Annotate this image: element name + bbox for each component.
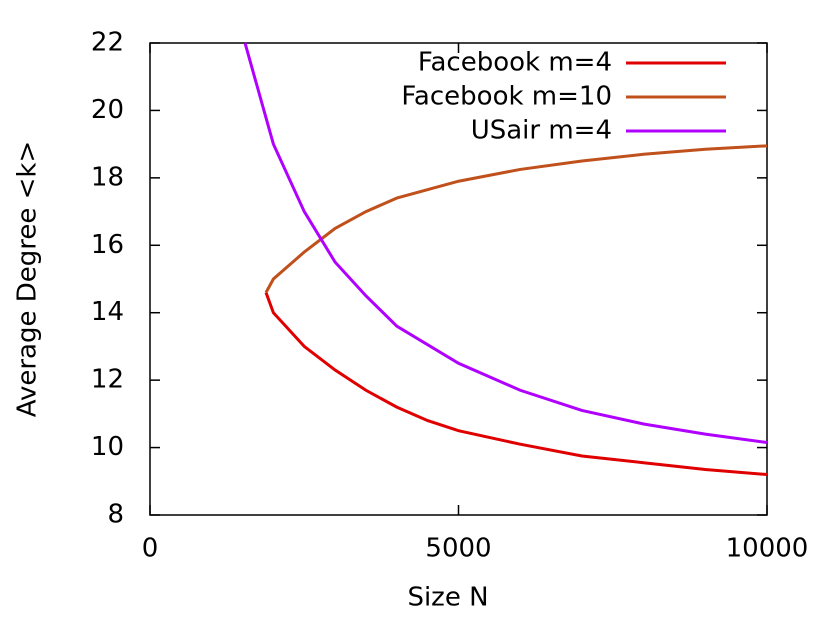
plot-frame <box>149 42 768 516</box>
series-line <box>264 291 768 477</box>
y-tick-label: 20 <box>91 95 124 125</box>
y-tick-label: 8 <box>107 500 124 530</box>
y-tick-label: 16 <box>91 230 124 260</box>
x-axis-label: Size N <box>407 583 488 613</box>
legend-label: Facebook m=10 <box>401 82 612 112</box>
x-tick-label: 10000 <box>726 534 809 564</box>
y-tick-label: 10 <box>91 432 124 462</box>
legend-label: USair m=4 <box>471 116 612 146</box>
y-tick-label: 14 <box>91 297 124 327</box>
series-line <box>243 42 768 445</box>
y-axis-label: Average Degree <k> <box>13 141 43 418</box>
legend-label: Facebook m=4 <box>418 48 612 78</box>
x-tick-label: 5000 <box>425 534 491 564</box>
y-tick-label: 12 <box>91 365 124 395</box>
series-line <box>264 144 768 294</box>
x-tick-label: 0 <box>142 534 159 564</box>
y-tick-label: 18 <box>91 162 124 192</box>
y-tick-label: 22 <box>91 28 124 58</box>
